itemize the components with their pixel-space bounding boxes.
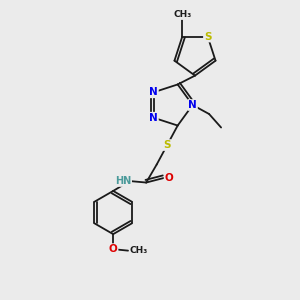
Text: N: N xyxy=(188,100,197,110)
Text: CH₃: CH₃ xyxy=(130,246,148,255)
Text: O: O xyxy=(165,173,173,183)
Text: S: S xyxy=(164,140,171,150)
Text: O: O xyxy=(109,244,118,254)
Text: N: N xyxy=(149,87,158,97)
Text: N: N xyxy=(149,113,158,123)
Text: CH₃: CH₃ xyxy=(173,10,191,19)
Text: S: S xyxy=(204,32,212,41)
Text: HN: HN xyxy=(115,176,131,186)
